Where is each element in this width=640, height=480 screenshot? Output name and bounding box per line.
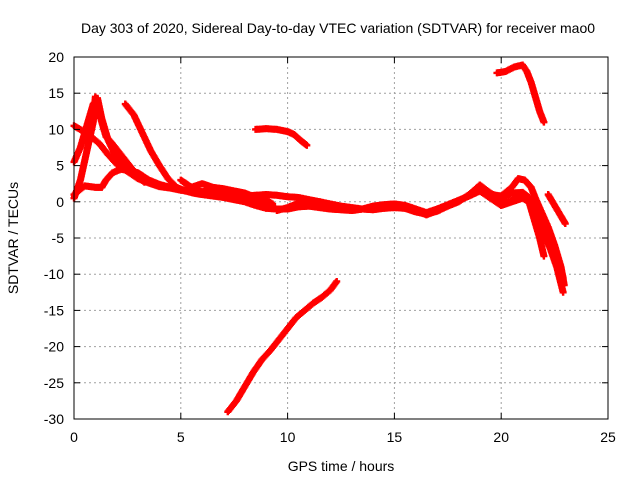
grid-lines (74, 57, 608, 419)
y-tick-label: -10 (44, 266, 64, 282)
x-tick-label: 20 (493, 429, 509, 445)
chart-title: Day 303 of 2020, Sidereal Day-to-day VTE… (81, 20, 595, 36)
y-tick-label: 15 (48, 85, 64, 101)
series-arc-10 (493, 61, 548, 126)
data-point (540, 252, 548, 260)
series-arc-09 (224, 277, 341, 416)
series-arc-04 (70, 165, 163, 199)
data-point (155, 181, 163, 189)
data-point (560, 281, 568, 289)
series-arc-07 (273, 196, 441, 219)
series-arc-08 (252, 125, 311, 149)
y-tick-label: 5 (56, 158, 64, 174)
x-tick-label: 15 (387, 429, 403, 445)
y-tick-label: -15 (44, 302, 64, 318)
series-arc-06 (177, 176, 277, 208)
x-tick-label: 5 (177, 429, 185, 445)
data-point (333, 277, 341, 285)
y-axis-label: SDTVAR / TECUs (5, 182, 21, 294)
y-tick-label: -30 (44, 411, 64, 427)
x-tick-label: 25 (600, 429, 616, 445)
y-tick-label: 10 (48, 121, 64, 137)
data-point (303, 141, 311, 149)
y-tick-label: -20 (44, 339, 64, 355)
data-point (561, 220, 569, 228)
data-point (433, 206, 441, 214)
data-point (540, 118, 548, 126)
y-tick-label: 0 (56, 194, 64, 210)
axis-ticks: 0 5 10 15 20 25 -30 -25 -20 -15 -10 -5 0 5 10 15 20 (44, 49, 616, 445)
x-tick-label: 10 (280, 429, 296, 445)
series-arc-13 (544, 191, 569, 228)
y-tick-label: -25 (44, 375, 64, 391)
y-tick-label: -5 (52, 230, 65, 246)
y-tick-label: 20 (48, 49, 64, 65)
series-arc-11 (476, 175, 568, 289)
x-axis-label: GPS time / hours (288, 458, 395, 474)
x-tick-label: 0 (70, 429, 78, 445)
data-point (559, 288, 567, 296)
data-point (269, 200, 277, 208)
series-arc-12 (497, 192, 548, 260)
data-points (70, 61, 569, 416)
